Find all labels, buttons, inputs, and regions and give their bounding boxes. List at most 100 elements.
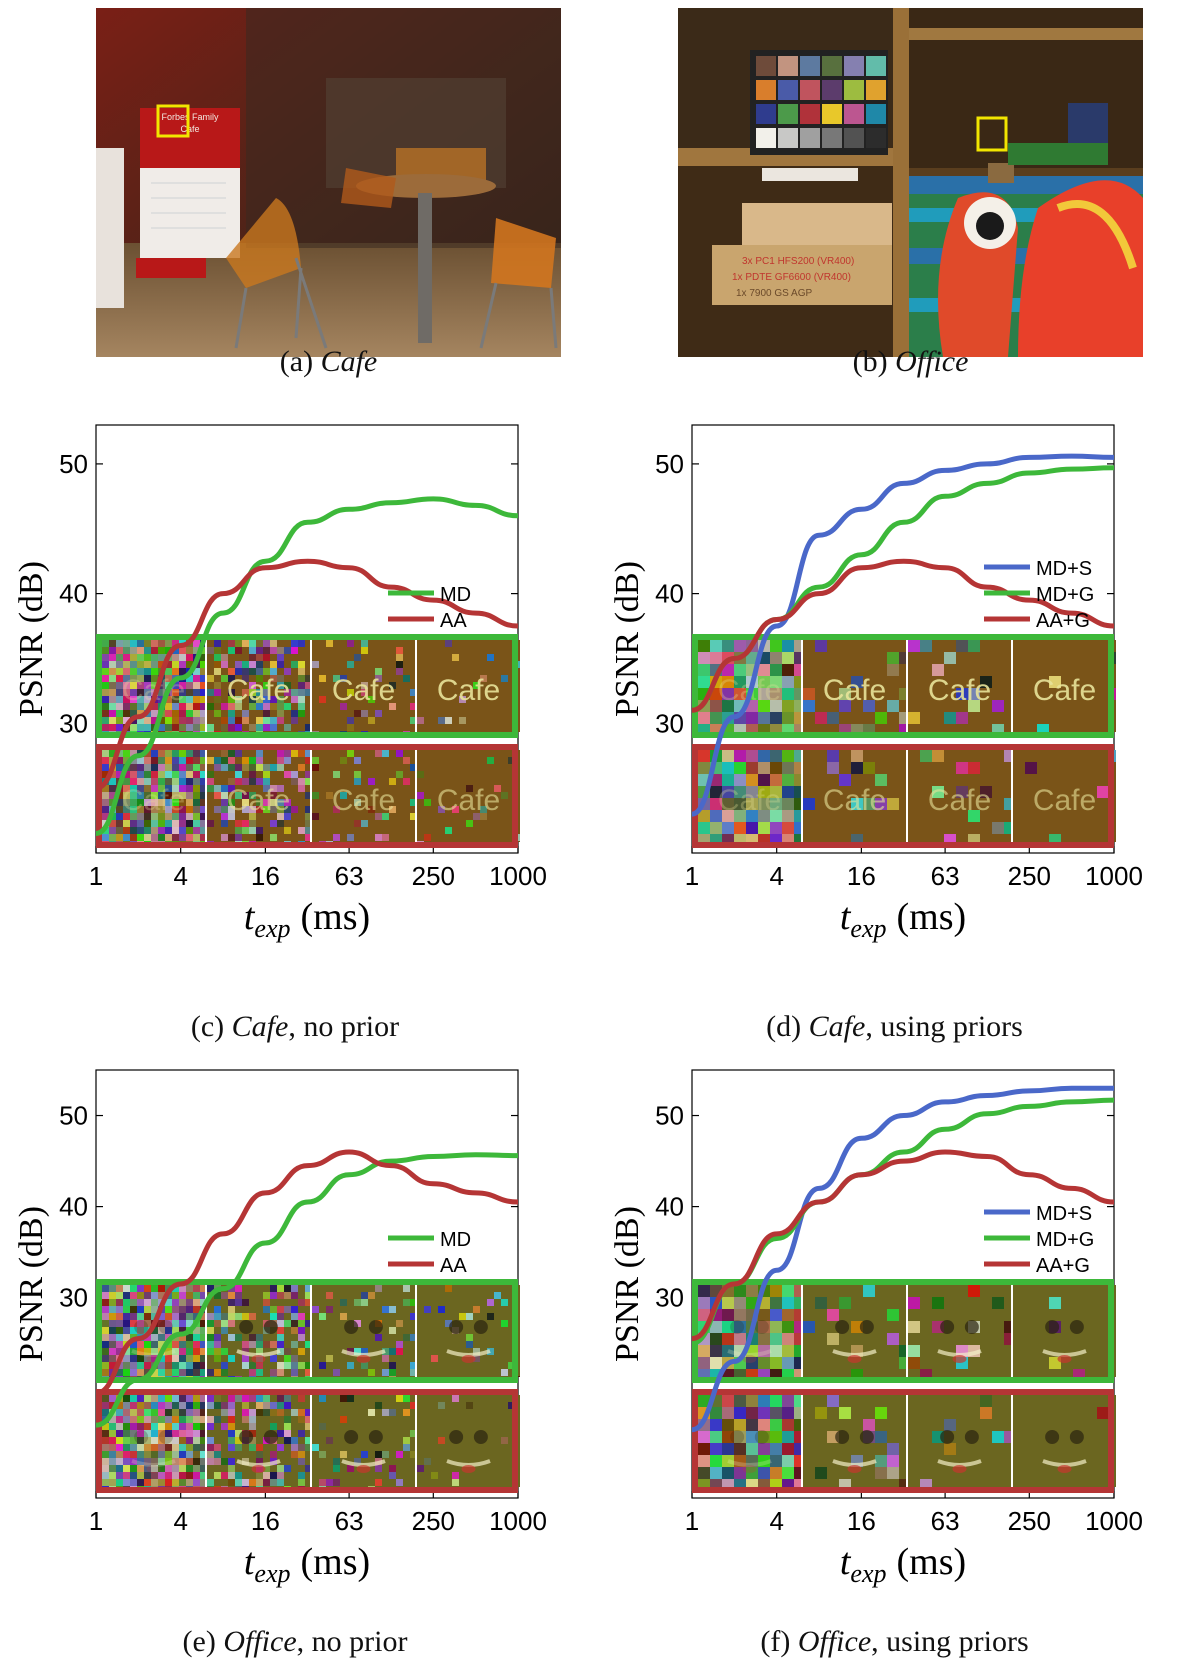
noise-pixel [794, 1479, 801, 1487]
noise-pixel [256, 1341, 263, 1348]
noise-pixel [340, 1299, 347, 1306]
x-tick-label-63: 63 [931, 861, 960, 891]
noise-pixel [130, 731, 137, 732]
y-tick-label-40: 40 [59, 579, 88, 609]
noise-pixel [130, 675, 137, 682]
x-tick-label-4: 4 [173, 1506, 187, 1536]
noise-pixel [144, 682, 151, 689]
noise-pixel [403, 1409, 410, 1416]
inset-row-md [96, 1279, 520, 1383]
thumb-separator [310, 750, 313, 842]
noise-pixel [228, 1376, 235, 1377]
noise-pixel [722, 1467, 734, 1479]
noise-pixel [179, 1348, 186, 1355]
noise-pixel [758, 810, 770, 822]
inset-frame [96, 744, 518, 848]
noise-pixel [186, 1458, 193, 1465]
noise-pixel [116, 1306, 123, 1313]
noise-pixel [794, 750, 801, 762]
noise-pixel [770, 1455, 782, 1467]
face-tongue [742, 1465, 757, 1473]
noise-pixel [144, 1465, 151, 1472]
noise-pixel [186, 731, 193, 732]
noise-pixel [770, 1419, 782, 1431]
noise-pixel [207, 1334, 214, 1341]
noise-pixel [123, 827, 130, 834]
noise-pixel [137, 827, 144, 834]
noise-pixel [109, 1479, 116, 1486]
noise-pixel [396, 668, 403, 675]
noise-pixel [1049, 834, 1061, 842]
noise-pixel [770, 1357, 782, 1369]
noise-pixel [734, 1479, 746, 1487]
noise-pixel [179, 724, 186, 731]
noise-pixel [746, 822, 758, 834]
noise-pixel [116, 1486, 123, 1487]
thumb-separator [1011, 1285, 1014, 1377]
noise-pixel [270, 1341, 277, 1348]
noise-pixel [782, 1285, 794, 1297]
noise-pixel [305, 1444, 310, 1451]
noise-pixel [396, 750, 403, 757]
noise-pixel [130, 1409, 137, 1416]
noise-pixel [137, 710, 144, 717]
noise-pixel [144, 1395, 151, 1402]
face-eye-right [964, 1430, 979, 1444]
noise-pixel [410, 689, 415, 696]
chart-panel-c: 30 40 50 1 4 16 63 250 1000 Cafe Cafe Cafe Cafe Cafe C… [0, 395, 590, 955]
noise-pixel [256, 654, 263, 661]
noise-pixel [501, 1320, 508, 1327]
noise-pixel [151, 1299, 158, 1306]
noise-pixel [109, 1320, 116, 1327]
noise-pixel [242, 1362, 249, 1369]
noise-pixel [319, 1486, 326, 1487]
noise-pixel [298, 1313, 305, 1320]
noise-pixel [746, 1285, 758, 1297]
noise-pixel [214, 1292, 221, 1299]
noise-pixel [291, 1292, 298, 1299]
noise-pixel [734, 1309, 746, 1321]
x-tick-label-63: 63 [335, 1506, 364, 1536]
noise-pixel [214, 1451, 221, 1458]
face-tongue [251, 1355, 266, 1363]
noise-pixel [305, 827, 310, 834]
x-tick-label-16: 16 [847, 1506, 876, 1536]
noise-pixel [277, 750, 284, 757]
noise-pixel [782, 822, 794, 834]
noise-pixel [137, 1362, 144, 1369]
noise-pixel [228, 1458, 235, 1465]
noise-pixel [956, 786, 968, 798]
noise-pixel [130, 696, 137, 703]
noise-pixel [758, 798, 770, 810]
noise-pixel [207, 1402, 214, 1409]
noise-pixel [130, 806, 137, 813]
noise-pixel [722, 834, 734, 842]
thumb-separator [906, 750, 909, 842]
noise-pixel [312, 764, 319, 771]
noise-pixel [298, 710, 305, 717]
noise-pixel [298, 778, 305, 785]
noise-pixel [389, 1369, 396, 1376]
noise-pixel [207, 647, 214, 654]
noise-pixel [172, 1430, 179, 1437]
noise-pixel [249, 757, 256, 764]
noise-pixel [123, 1327, 130, 1334]
noise-pixel [827, 1333, 839, 1345]
noise-pixel [193, 785, 200, 792]
noise-pixel [277, 1348, 284, 1355]
noise-pixel [116, 806, 123, 813]
noise-pixel [396, 654, 403, 661]
noise-pixel [109, 1486, 116, 1487]
noise-pixel [151, 717, 158, 724]
noise-pixel [466, 820, 473, 827]
noise-pixel [354, 820, 361, 827]
noise-pixel [920, 1369, 932, 1377]
noise-pixel [186, 827, 193, 834]
noise-pixel [137, 757, 144, 764]
noise-pixel [130, 1376, 137, 1377]
noise-pixel [256, 1369, 263, 1376]
noise-pixel [758, 1455, 770, 1467]
noise-pixel [116, 1430, 123, 1437]
noise-pixel [249, 1395, 256, 1402]
